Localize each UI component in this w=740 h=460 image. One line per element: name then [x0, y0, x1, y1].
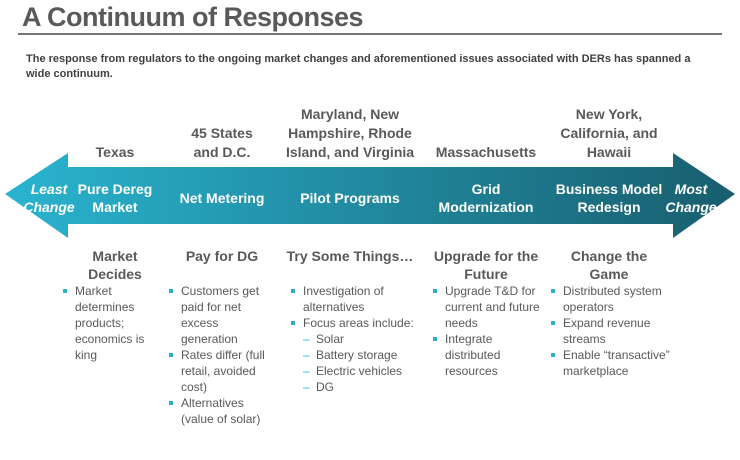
list-item: Customers get paid for net excess genera…: [168, 283, 278, 347]
list-item: Market determines products; economics is…: [62, 283, 162, 363]
region-label: Texas: [95, 144, 135, 160]
bullet-list: Upgrade T&D for current and future needs…: [432, 283, 542, 379]
bullet-list: Distributed system operators Expand reven…: [550, 283, 670, 379]
column-subtitle: Try Some Things…: [286, 248, 414, 264]
region-label: New York, California, and Hawaii: [560, 106, 658, 160]
stage-label: Pure Dereg Market: [77, 181, 153, 215]
list-item: DG: [290, 379, 420, 395]
column-subtitle: Market Decides: [88, 248, 142, 282]
stage-label: Net Metering: [179, 190, 265, 206]
bullet-list: Investigation of alternatives Focus areas…: [290, 283, 420, 395]
stage-label: Pilot Programs: [300, 190, 400, 206]
list-item: Battery storage: [290, 347, 420, 363]
column-subtitle: Pay for DG: [185, 248, 259, 264]
list-item: Integrate distributed resources: [432, 331, 542, 379]
intro-text: The response from regulators to the ongo…: [26, 53, 691, 80]
list-item: Distributed system operators: [550, 283, 670, 315]
page-title: A Continuum of Responses: [22, 2, 364, 32]
bullet-list: Market determines products; economics is…: [62, 283, 162, 363]
list-item: Rates differ (full retail, avoided cost): [168, 347, 278, 395]
list-item: Alternatives (value of solar): [168, 395, 278, 427]
least-change-label: Least Change: [23, 181, 75, 215]
list-item: Investigation of alternatives: [290, 283, 420, 315]
list-item: Expand revenue streams: [550, 315, 670, 347]
list-item: Focus areas include:: [290, 315, 420, 331]
list-item: Upgrade T&D for current and future needs: [432, 283, 542, 331]
continuum-arrow: [5, 153, 735, 238]
column-subtitle: Upgrade for the Future: [433, 248, 539, 282]
stage-label: Grid Modernization: [438, 181, 534, 215]
bullet-list: Customers get paid for net excess genera…: [168, 283, 278, 427]
list-item: Electric vehicles: [290, 363, 420, 379]
title-divider: [18, 33, 722, 35]
region-label: Maryland, New Hampshire, Rhode Island, a…: [285, 106, 415, 160]
list-item: Solar: [290, 331, 420, 347]
list-item: Enable “transactive” marketplace: [550, 347, 670, 379]
most-change-label: Most Change: [665, 181, 717, 215]
stage-label: Business Model Redesign: [555, 181, 663, 215]
region-label: 45 States and D.C.: [191, 125, 253, 160]
column-subtitle: Change the Game: [570, 248, 648, 282]
region-label: Massachusetts: [435, 144, 537, 160]
